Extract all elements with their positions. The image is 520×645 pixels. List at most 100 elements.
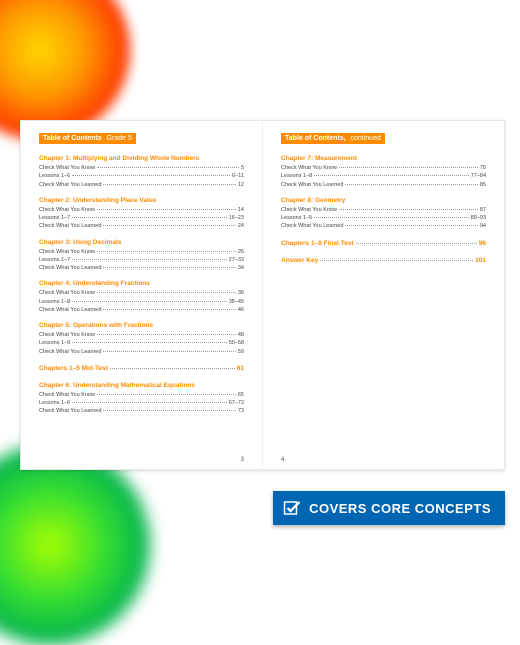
dots (72, 342, 227, 343)
toc-header-title: Table of Contents (43, 135, 102, 142)
dots (103, 184, 235, 185)
toc-line-page: 38–45 (229, 298, 244, 306)
toc-line-label: Check What You Learned (39, 306, 101, 314)
toc-line-page: 5 (241, 164, 244, 172)
toc-line: Lessons 1–838–45 (39, 298, 244, 306)
toc-line-label: Lessons 1–6 (39, 172, 70, 180)
chapter-title: Chapter 6: Understanding Mathematical Eq… (39, 382, 244, 389)
mid-test-label: Chapters 1–5 Mid-Test (39, 364, 108, 374)
toc-line: Check What You Know36 (39, 289, 244, 297)
toc-section: Chapter 5: Operations with Fractions Chec… (39, 322, 244, 356)
toc-line-label: Check What You Learned (39, 222, 101, 230)
dots (72, 259, 227, 260)
toc-line-label: Lessons 1–8 (281, 172, 312, 180)
answer-key-row: Answer Key 101 (281, 256, 486, 266)
toc-line: Lessons 1–5 89–93 (281, 214, 486, 222)
chapter-6-section: Chapter 6: Understanding Mathematical Eq… (39, 382, 244, 416)
toc-line-page: 48 (238, 331, 244, 339)
toc-line-page: 65 (238, 391, 244, 399)
toc-line-page: 26 (238, 248, 244, 256)
toc-section: Chapter 2: Understanding Place ValueChec… (39, 197, 244, 231)
toc-line: Check What You Learned 85 (281, 181, 486, 189)
dots (103, 225, 235, 226)
chapter-title: Chapter 7: Measurement (281, 155, 486, 162)
toc-line: Check What You Know75 (281, 164, 486, 172)
chapter-title: Chapter 8: Geometry (281, 197, 486, 204)
toc-line-label: Check What You Learned (39, 407, 101, 415)
toc-line: Lessons 1–66–11 (39, 172, 244, 180)
toc-line: Lessons 1–950–58 (39, 339, 244, 347)
toc-line: Check What You Know48 (39, 331, 244, 339)
toc-header-left: Table of Contents Grade 5 (39, 133, 136, 144)
gradient-decoration-top (0, 0, 130, 140)
toc-line: Check What You Learned 24 (39, 222, 244, 230)
toc-line-label: Check What You Know (281, 206, 337, 214)
dots (103, 309, 235, 310)
toc-line-label: Check What You Learned (39, 348, 101, 356)
dots (72, 175, 230, 176)
toc-line: Check What You Learned94 (281, 222, 486, 230)
toc-line-label: Check What You Learned (281, 222, 343, 230)
toc-sections-left: Chapter 1: Multiplying and Dividing Whol… (39, 155, 244, 356)
toc-line-page: 85 (480, 181, 486, 189)
toc-line: Check What You Know 26 (39, 248, 244, 256)
toc-line-label: Check What You Know (39, 289, 95, 297)
right-page: Table of Contents, continued Chapter 7: … (262, 121, 504, 469)
toc-line-page: 24 (238, 222, 244, 230)
core-concepts-badge: COVERS CORE CONCEPTS (273, 491, 505, 525)
dots (110, 368, 235, 369)
toc-line-page: 46 (238, 306, 244, 314)
toc-section: Chapter 3: Using Decimals Check What You … (39, 239, 244, 273)
toc-sections-right: Chapter 7: Measurement Check What You Kno… (281, 155, 486, 231)
toc-line-label: Lessons 1–9 (39, 339, 70, 347)
toc-section: Chapter 1: Multiplying and Dividing Whol… (39, 155, 244, 189)
book-spread: Table of Contents Grade 5 Chapter 1: Mul… (20, 120, 505, 470)
toc-line-page: 67–72 (229, 399, 244, 407)
toc-line-label: Lessons 1–5 (281, 214, 312, 222)
toc-line-label: Check What You Know (281, 164, 337, 172)
toc-line: Check What You Know65 (39, 391, 244, 399)
answer-key-label: Answer Key (281, 256, 318, 266)
left-page: Table of Contents Grade 5 Chapter 1: Mul… (21, 121, 262, 469)
dots (72, 301, 227, 302)
toc-line: Lessons 1–877–84 (281, 172, 486, 180)
chapter-title: Chapter 3: Using Decimals (39, 239, 244, 246)
dots (339, 167, 478, 168)
toc-line: Check What You Know5 (39, 164, 244, 172)
dots (345, 225, 477, 226)
toc-line-label: Check What You Know (39, 206, 95, 214)
dots (356, 243, 477, 244)
toc-line-page: 16–23 (229, 214, 244, 222)
toc-section: Chapter 4: Understanding FractionsCheck … (39, 280, 244, 314)
toc-line: Check What You Learned34 (39, 264, 244, 272)
toc-line-page: 12 (238, 181, 244, 189)
toc-header-sub: Grade 5 (107, 135, 132, 142)
toc-line-page: 89–93 (471, 214, 486, 222)
dots (103, 267, 235, 268)
dots (345, 184, 477, 185)
toc-line: Check What You Learned 73 (39, 407, 244, 415)
dots (72, 402, 227, 403)
dots (320, 260, 473, 261)
toc-line: Lessons 1–716–23 (39, 214, 244, 222)
chapter-title: Chapter 1: Multiplying and Dividing Whol… (39, 155, 244, 162)
answer-key-page: 101 (475, 256, 486, 266)
dots (103, 351, 235, 352)
gradient-decoration-bottom (0, 445, 150, 645)
page-number-right: 4 (281, 457, 284, 463)
toc-line-label: Check What You Learned (39, 181, 101, 189)
mid-test-page: 61 (237, 364, 244, 374)
toc-line-label: Check What You Know (39, 248, 95, 256)
toc-line-page: 27–33 (229, 256, 244, 264)
dots (97, 334, 236, 335)
toc-section: Chapter 8: GeometryCheck What You Know87… (281, 197, 486, 231)
mid-test-row: Chapters 1–5 Mid-Test 61 (39, 364, 244, 374)
toc-header-title: Table of Contents, (285, 135, 346, 142)
toc-line-page: 59 (238, 348, 244, 356)
dots (97, 394, 236, 395)
toc-line-label: Check What You Learned (281, 181, 343, 189)
dots (339, 209, 478, 210)
toc-line-page: 14 (238, 206, 244, 214)
toc-line-page: 73 (238, 407, 244, 415)
chapter-title: Chapter 5: Operations with Fractions (39, 322, 244, 329)
